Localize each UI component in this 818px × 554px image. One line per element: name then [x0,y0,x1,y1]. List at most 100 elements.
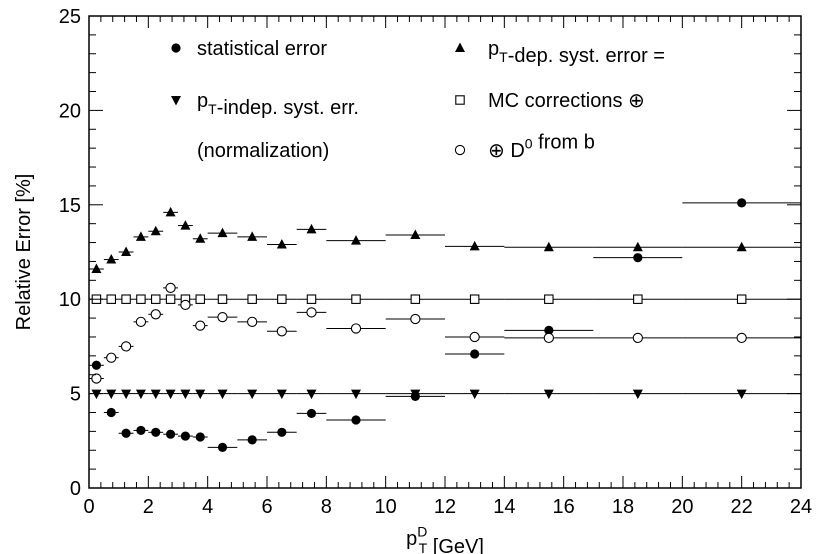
x-tick-label: 16 [553,496,575,518]
data-point [106,389,117,400]
series-open-square [89,294,801,304]
data-point [217,294,228,304]
series-filled-circle [89,198,801,453]
data-point [150,389,161,400]
data-point [632,241,643,252]
data-point [351,389,361,400]
data-marks [89,198,801,453]
data-point [469,389,480,400]
y-tick-label: 20 [59,100,81,122]
data-point [410,294,421,304]
data-point [151,427,161,437]
legend-entry: ⊕ D0 from b [454,132,595,162]
data-point [543,241,554,252]
data-point [247,316,258,328]
data-point [106,294,117,304]
data-point [165,429,176,439]
x-tick-label: 12 [434,496,456,518]
data-point [180,299,191,311]
data-point [276,326,287,337]
data-point [469,294,480,304]
data-point [217,227,228,238]
data-point [165,282,176,294]
y-tick-label: 10 [59,289,81,311]
data-point [306,294,317,304]
x-tick-label: 14 [493,496,515,518]
legend-marker [455,95,465,105]
legend-entry: pT-dep. syst. error = [455,38,665,67]
data-point [276,238,287,249]
data-point [165,389,176,400]
data-point [136,425,146,436]
data-point [135,231,146,241]
data-point [195,233,206,243]
data-point [91,263,102,273]
data-point [195,320,206,331]
data-point [247,294,257,304]
data-point [217,442,228,453]
data-point [120,341,132,352]
x-tick-label: 8 [321,496,332,518]
data-point [136,294,146,304]
data-point [150,309,161,320]
x-tick-label: 6 [261,496,272,518]
y-tick-label: 15 [59,195,81,217]
data-point [544,294,554,304]
data-point [217,389,228,400]
data-point [469,240,480,251]
legend-entry: MC corrections ⊕ [455,90,645,112]
data-point [306,307,317,318]
data-point [410,389,421,400]
data-point [544,325,554,335]
x-tick-label: 2 [143,496,154,518]
data-point [351,235,361,245]
data-point [469,331,480,343]
data-point [351,415,361,425]
data-point [180,389,191,400]
series-open-circle [89,282,801,384]
data-point [180,220,191,230]
data-point [410,229,421,240]
data-point [276,389,287,400]
data-point [91,373,102,384]
data-point [121,294,131,304]
plot-frame [88,15,802,489]
data-point [737,198,747,208]
data-point [306,408,317,419]
data-point [632,332,643,344]
data-point [736,389,747,400]
legend-label: ⊕ D0 from b [488,132,595,162]
legend: statistical error pT-indep. syst. err. (no… [171,38,665,162]
data-point [470,349,480,359]
data-point [195,432,205,442]
data-point [247,435,257,445]
y-tick-label: 25 [59,6,81,28]
data-point [543,332,554,344]
data-point [151,294,161,304]
data-point [180,431,191,441]
data-point [106,352,117,363]
data-point [135,389,146,400]
data-point [135,316,147,328]
legend-entry: statistical error [171,38,327,60]
x-tick-label: 4 [202,496,213,518]
x-tick-label: 18 [612,496,634,518]
x-tick-label: 20 [671,496,693,518]
data-point [350,323,362,334]
x-tick-label: 22 [731,496,753,518]
data-point [351,294,361,304]
legend-entry: (normalization) [197,140,329,162]
data-point [91,389,102,400]
data-point [736,332,747,344]
data-point [195,389,206,400]
data-point [277,294,287,304]
series-filled-triangle-down [89,389,801,400]
legend-label: pT-indep. syst. err. [197,90,359,119]
legend-entry: pT-indep. syst. err. [171,90,359,119]
x-tick-label: 0 [83,496,94,518]
data-point [165,294,176,304]
data-point [106,254,117,264]
data-point [121,389,132,400]
